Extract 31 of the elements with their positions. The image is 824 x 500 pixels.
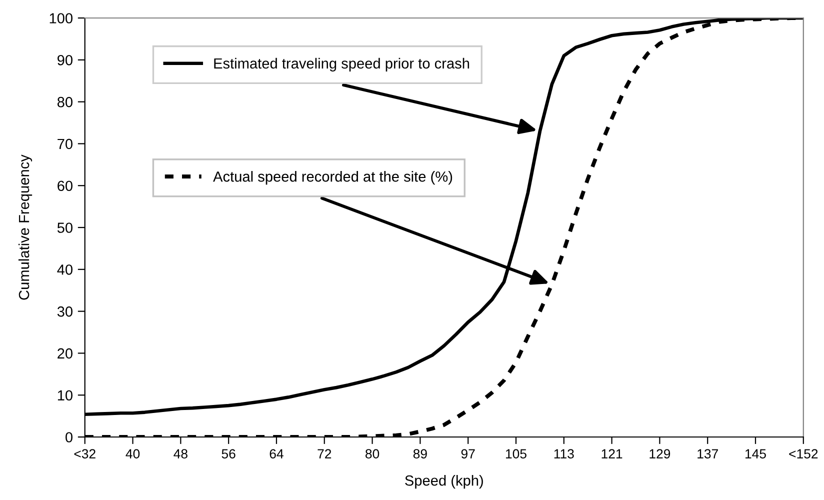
- x-tick-label: 129: [650, 449, 670, 458]
- y-tick-label: 20: [58, 348, 72, 359]
- y-axis-title: Cumulative Frequency: [18, 154, 32, 300]
- x-tick-label: 97: [461, 449, 475, 458]
- x-tick-label: 113: [554, 449, 574, 458]
- x-axis-title: Speed (kph): [405, 474, 483, 489]
- y-tick-label: 60: [58, 180, 72, 192]
- x-tick-label: 80: [366, 449, 380, 458]
- x-tick-label: 105: [506, 449, 526, 458]
- x-tick-label: <152: [789, 449, 818, 458]
- y-tick-label: 30: [57, 306, 72, 317]
- x-tick-label: <32: [74, 449, 96, 458]
- x-tick-label: 72: [318, 449, 332, 458]
- y-tick-label: 0: [66, 432, 72, 442]
- y-tick-label: 80: [57, 96, 72, 108]
- y-tick-label: 100: [50, 13, 72, 24]
- x-tick-label: 56: [222, 449, 236, 458]
- legend-label: Estimated traveling speed prior to crash: [214, 58, 470, 72]
- legend-label: Actual speed recorded at the site (%): [213, 171, 452, 185]
- x-tick-label: 145: [746, 449, 766, 458]
- x-tick-label: 64: [270, 449, 284, 458]
- y-tick-label: 40: [57, 264, 72, 275]
- y-tick-label: 70: [58, 138, 72, 150]
- x-tick-label: 137: [698, 449, 718, 458]
- x-tick-label: 40: [126, 449, 140, 458]
- y-tick-label: 90: [58, 55, 72, 66]
- x-tick-label: 89: [413, 449, 427, 458]
- y-tick-label: 50: [57, 222, 72, 233]
- x-tick-label: 48: [174, 449, 188, 458]
- x-tick-label: 121: [602, 449, 622, 458]
- y-tick-label: 10: [58, 390, 72, 401]
